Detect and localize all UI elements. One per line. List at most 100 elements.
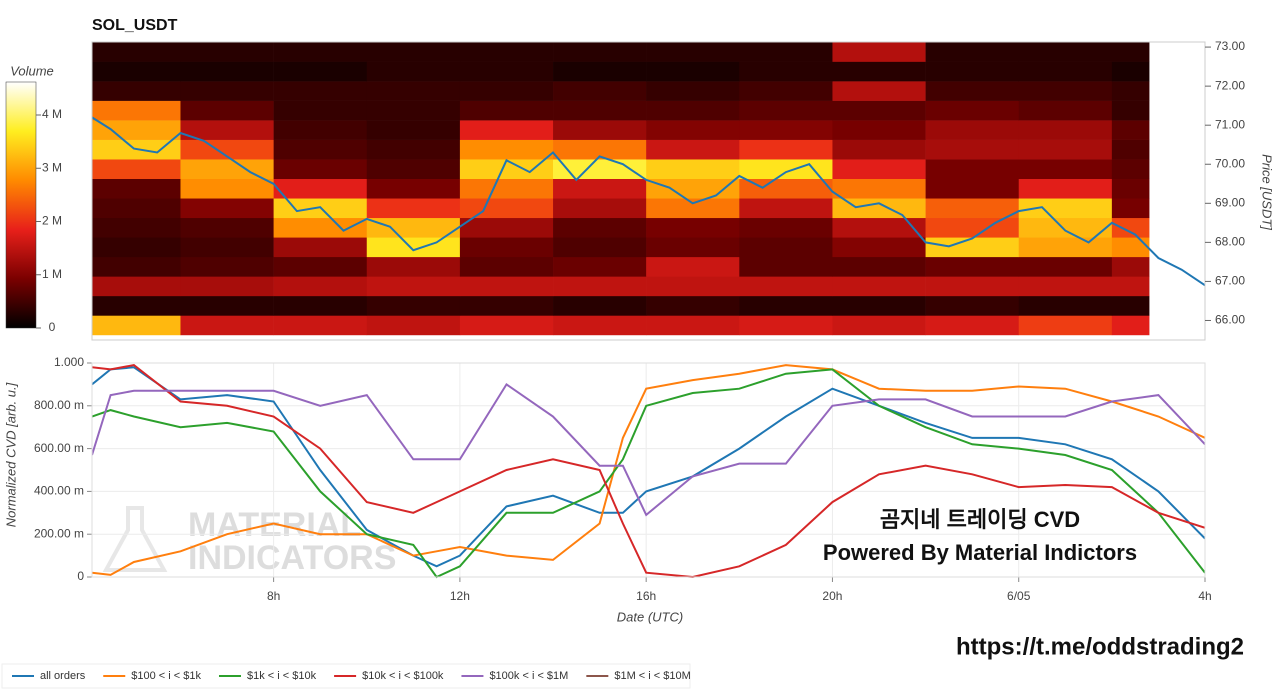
heat-cell	[1111, 100, 1150, 121]
heat-cell	[646, 81, 740, 101]
heat-cell	[646, 237, 740, 258]
heat-cell	[366, 217, 461, 238]
y-tick-label: 71.00	[1215, 117, 1245, 131]
heat-cell	[459, 100, 554, 121]
heat-cell	[646, 198, 740, 219]
heat-cell	[273, 256, 368, 277]
heat-cell	[553, 42, 647, 62]
heat-cell	[366, 139, 461, 160]
y-axis-label: Normalized CVD [arb. u.]	[3, 382, 18, 527]
heat-cell	[180, 256, 274, 277]
legend-label: $1M < i < $10M	[614, 670, 690, 682]
heat-cell	[273, 81, 368, 101]
heat-cell	[366, 42, 461, 62]
heat-cell	[459, 42, 554, 62]
heat-cell	[832, 120, 926, 140]
heat-cell	[273, 217, 368, 238]
heat-cell	[366, 81, 461, 101]
y-tick-label: 1.000	[54, 355, 84, 369]
heat-cell	[832, 276, 926, 297]
heat-cell	[180, 42, 274, 62]
heat-cell	[180, 120, 274, 140]
heat-cell	[1018, 256, 1113, 277]
x-tick-label: 4h	[1198, 589, 1211, 603]
series-line	[92, 366, 1205, 568]
heat-cell	[739, 315, 833, 336]
link[interactable]: https://t.me/oddstrading2	[956, 633, 1244, 660]
heat-cell	[366, 159, 461, 179]
x-tick-label: 12h	[450, 589, 470, 603]
heat-cell	[739, 139, 833, 160]
heat-cell	[92, 159, 181, 179]
heat-cell	[1111, 276, 1150, 297]
y-tick-label: 73.00	[1215, 39, 1245, 53]
heat-cell	[553, 120, 647, 140]
legend-label: $100k < i < $1M	[489, 670, 568, 682]
colorbar-tick-label: 3 M	[42, 160, 62, 174]
heat-cell	[180, 61, 274, 82]
watermark: INDICATORS	[188, 539, 396, 577]
colorbar-label: Volume	[10, 63, 54, 78]
heat-cell	[366, 256, 461, 277]
heat-cell	[1018, 159, 1113, 179]
y-tick-label: 72.00	[1215, 78, 1245, 92]
heat-cell	[1018, 295, 1113, 316]
heat-cell	[553, 256, 647, 277]
heat-cell	[1111, 81, 1150, 101]
series-line	[92, 368, 1205, 579]
heat-cell	[553, 315, 647, 336]
heat-cell	[739, 100, 833, 121]
heat-cell	[1111, 159, 1150, 179]
series-line	[92, 364, 1205, 579]
chart-title: SOL_USDT	[92, 17, 178, 34]
annotation: 곰지네 트레이딩 CVD	[880, 507, 1080, 532]
heat-cell	[1018, 315, 1113, 336]
heat-cell	[273, 178, 368, 199]
heat-cell	[459, 256, 554, 277]
heat-cell	[1111, 315, 1150, 336]
heat-cell	[366, 100, 461, 121]
heat-cell	[925, 42, 1020, 62]
heat-cell	[366, 61, 461, 82]
heat-cell	[925, 61, 1020, 82]
heat-cell	[92, 81, 181, 101]
plot-frame	[91, 41, 1206, 341]
heat-cell	[739, 276, 833, 297]
heat-cell	[273, 295, 368, 316]
plot-frame	[91, 362, 1206, 578]
heat-cell	[180, 159, 274, 179]
heat-cell	[832, 42, 926, 62]
heat-cell	[1111, 217, 1150, 238]
legend-label: $1k < i < $10k	[247, 670, 317, 682]
heat-cell	[832, 315, 926, 336]
heat-cell	[1111, 198, 1150, 219]
heat-cell	[366, 276, 461, 297]
heat-cell	[1111, 178, 1150, 199]
heat-cell	[92, 42, 181, 62]
heat-cell	[832, 178, 926, 199]
heat-cell	[1018, 198, 1113, 219]
heat-cell	[553, 276, 647, 297]
heat-cell	[1111, 256, 1150, 277]
heat-cell	[366, 198, 461, 219]
heat-cell	[459, 295, 554, 316]
heat-cell	[553, 237, 647, 258]
heat-cell	[832, 159, 926, 179]
heat-cell	[1018, 276, 1113, 297]
heat-cell	[925, 178, 1020, 199]
heat-cell	[180, 139, 274, 160]
heat-cell	[366, 178, 461, 199]
heat-cell	[180, 217, 274, 238]
heat-cell	[553, 81, 647, 101]
heat-cell	[92, 256, 181, 277]
heat-cell	[646, 139, 740, 160]
heat-cell	[832, 295, 926, 316]
heat-cell	[180, 315, 274, 336]
x-tick-label: 20h	[822, 589, 842, 603]
heat-cell	[1018, 42, 1113, 62]
heat-cell	[553, 61, 647, 82]
heat-cell	[92, 217, 181, 238]
annotation: Powered By Material Indictors	[823, 540, 1137, 565]
heat-cell	[646, 256, 740, 277]
heat-cell	[832, 217, 926, 238]
